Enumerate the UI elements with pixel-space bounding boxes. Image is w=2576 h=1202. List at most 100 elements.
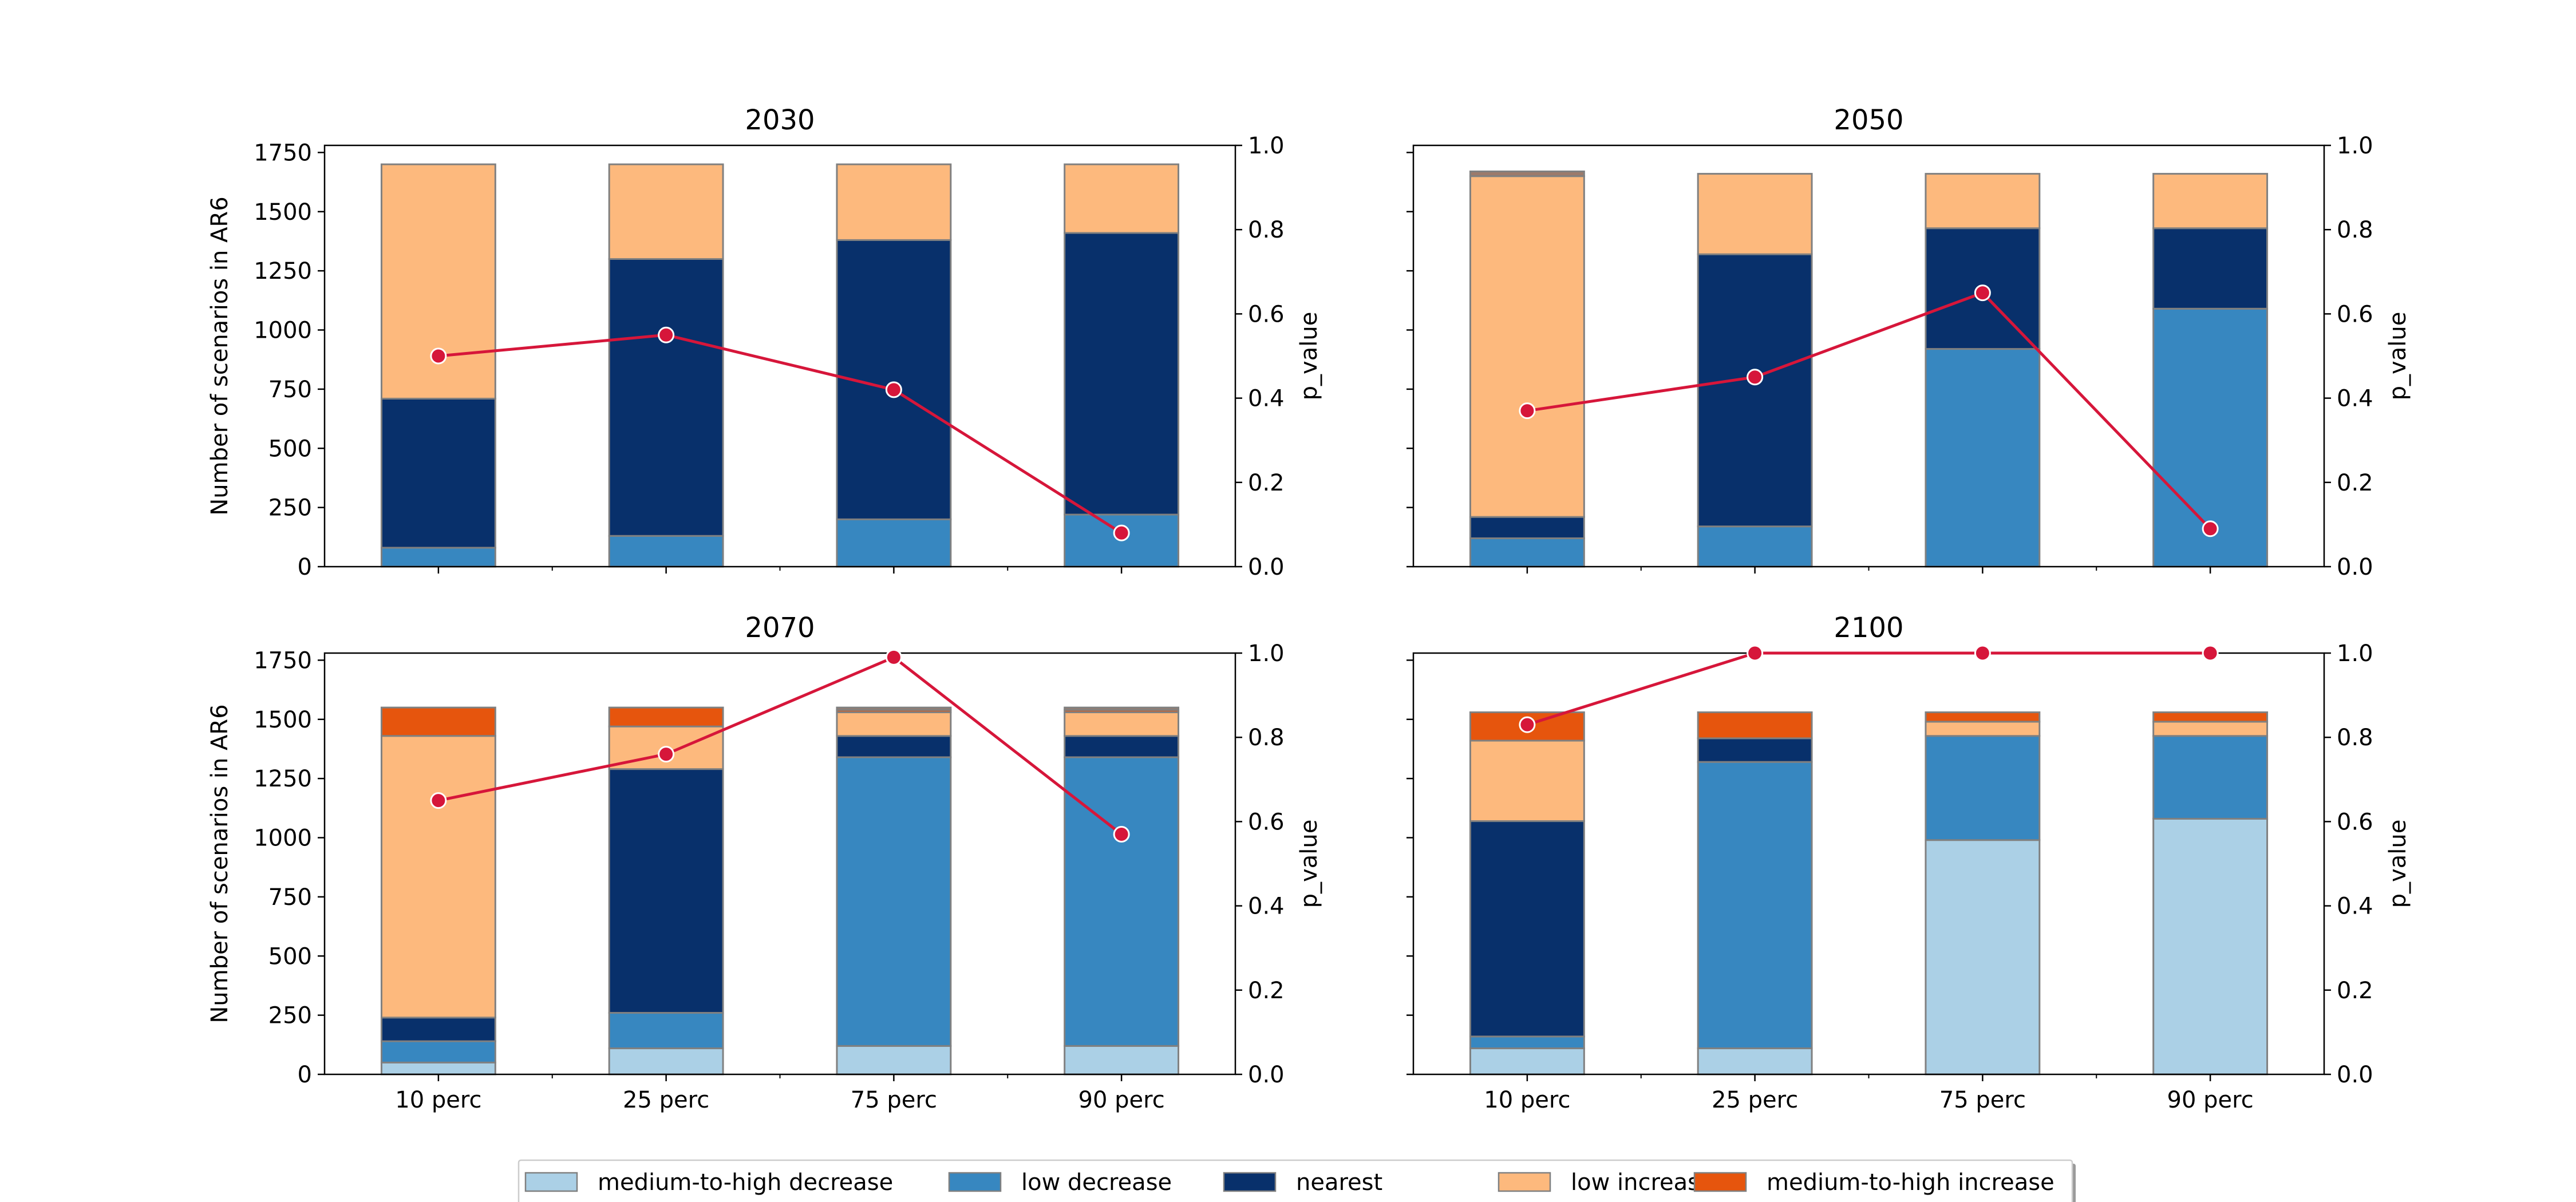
bar-segment [836, 756, 952, 1047]
bar-segment-extra [1469, 170, 1585, 177]
bar-segment [1469, 175, 1585, 518]
p-value-marker [658, 746, 675, 763]
bar-segment [380, 735, 496, 1019]
panel-3: 2100 0.0 0.2 0.4 0.6 0.8 1.0 10 perc 25 perc 75 p… [1406, 612, 2411, 1113]
y-right-tick-label: 0.8 [2337, 725, 2373, 751]
panel-1: 2050 0.0 0.2 0.4 0.6 0.8 1.0 p_value [1406, 104, 2411, 580]
p-value-marker [430, 347, 447, 365]
bar-segment [1697, 173, 1813, 255]
bar-segment [1469, 740, 1585, 823]
bar-segment [1469, 1035, 1585, 1050]
bar-segment [2152, 227, 2269, 310]
panel-title: 2030 [745, 104, 815, 136]
bar-segment [1064, 163, 1180, 234]
bar-segment [1064, 711, 1180, 737]
bar-segment [2152, 735, 2269, 820]
legend-label: medium-to-high decrease [598, 1169, 893, 1196]
x-tick-label: 25 perc [623, 1087, 709, 1113]
y-right-tick-label: 0.0 [2337, 1062, 2373, 1088]
p-value-marker [1974, 284, 1991, 302]
bar-segment [380, 397, 496, 549]
y-left-axis-label: Number of scenarios in AR6 [207, 704, 233, 1023]
bar-segment [836, 518, 952, 568]
y-right-axis-label: p_value [1296, 312, 1322, 401]
x-tick-label: 90 perc [2167, 1087, 2254, 1113]
y-right-tick-label: 0.2 [1248, 978, 1285, 1004]
y-right-tick-label: 0.8 [2337, 217, 2373, 243]
p-value-line [1527, 651, 2211, 726]
y-left-tick-label: 1000 [254, 825, 312, 852]
legend-label: medium-to-high increase [1767, 1169, 2055, 1196]
bar-segment [608, 535, 724, 568]
p-value-marker [885, 649, 902, 666]
legend-swatch [1498, 1172, 1551, 1192]
p-value-marker [1519, 716, 1536, 733]
p-value-marker [1113, 825, 1130, 843]
y-right-tick-label: 0.4 [1248, 386, 1285, 412]
y-right-tick-label: 0.6 [1248, 809, 1285, 835]
x-tick-label: 75 perc [1939, 1087, 2026, 1113]
p-value-marker [2202, 520, 2219, 537]
y-right-tick-label: 0.4 [2337, 893, 2373, 920]
p-value-marker [885, 381, 902, 398]
y-right-axis-label: p_value [2385, 312, 2411, 401]
bar-segment [2152, 173, 2269, 230]
bar-segment [1697, 737, 1813, 763]
bar-segment [1064, 756, 1180, 1047]
p-value-marker [430, 792, 447, 809]
legend: medium-to-high decrease low decrease neare… [517, 1159, 2076, 1202]
legend-label: nearest [1296, 1169, 1382, 1196]
y-left-axis-label: Number of scenarios in AR6 [207, 196, 233, 515]
x-tick-label: 25 perc [1712, 1087, 1798, 1113]
p-value-marker [658, 326, 675, 343]
bar-segment [1697, 761, 1813, 1050]
panel-title: 2100 [1834, 612, 1903, 644]
bar-segment [836, 163, 952, 241]
y-left-tick-label: 1000 [254, 318, 312, 344]
y-right-tick-label: 0.0 [2337, 554, 2373, 580]
p-value-marker [1974, 645, 1991, 662]
legend-label: low increase [1571, 1169, 1714, 1196]
bar-segment [380, 1061, 496, 1076]
bar-segment [1925, 839, 2041, 1076]
x-tick-label: 10 perc [395, 1087, 481, 1113]
bar-segment [608, 1047, 724, 1076]
y-left-tick-label: 0 [298, 554, 312, 580]
y-left-tick-label: 1750 [254, 647, 312, 674]
y-right-tick-label: 0.4 [1248, 893, 1285, 920]
bar-segment [1064, 1045, 1180, 1076]
y-right-tick-label: 1.0 [1248, 133, 1285, 159]
bar-segment [1469, 1047, 1585, 1076]
y-right-tick-label: 1.0 [2337, 133, 2373, 159]
y-right-tick-label: 0.8 [1248, 217, 1285, 243]
bar-segment [608, 706, 724, 727]
bar-segment [1469, 537, 1585, 568]
y-right-tick-label: 0.0 [1248, 554, 1285, 580]
y-right-tick-label: 1.0 [1248, 640, 1285, 667]
y-right-tick-label: 0.4 [2337, 386, 2373, 412]
legend-label: low decrease [1021, 1169, 1172, 1196]
bar-segment-extra [1064, 706, 1180, 711]
bar-segment [1469, 820, 1585, 1038]
y-right-axis-label: p_value [1296, 820, 1322, 908]
bar-segment [1064, 232, 1180, 516]
legend-frame [517, 1159, 2073, 1202]
p-value-marker [2202, 645, 2219, 662]
bar-segment [380, 1017, 496, 1042]
p-value-line [438, 333, 1123, 535]
legend-swatch [524, 1172, 578, 1192]
x-tick-label: 75 perc [851, 1087, 937, 1113]
y-left-tick-label: 1250 [254, 766, 312, 792]
bar-segment [380, 547, 496, 568]
y-left-tick-label: 0 [298, 1062, 312, 1088]
y-left-tick-label: 1500 [254, 707, 312, 733]
p-value-marker [1113, 524, 1130, 541]
p-value-marker [1519, 402, 1536, 420]
y-right-tick-label: 0.2 [2337, 978, 2373, 1004]
y-left-tick-label: 500 [268, 943, 312, 970]
bar-segment [608, 163, 724, 260]
bar-segment [1697, 1047, 1813, 1076]
y-left-tick-label: 750 [268, 884, 312, 911]
legend-swatch [948, 1172, 1002, 1192]
